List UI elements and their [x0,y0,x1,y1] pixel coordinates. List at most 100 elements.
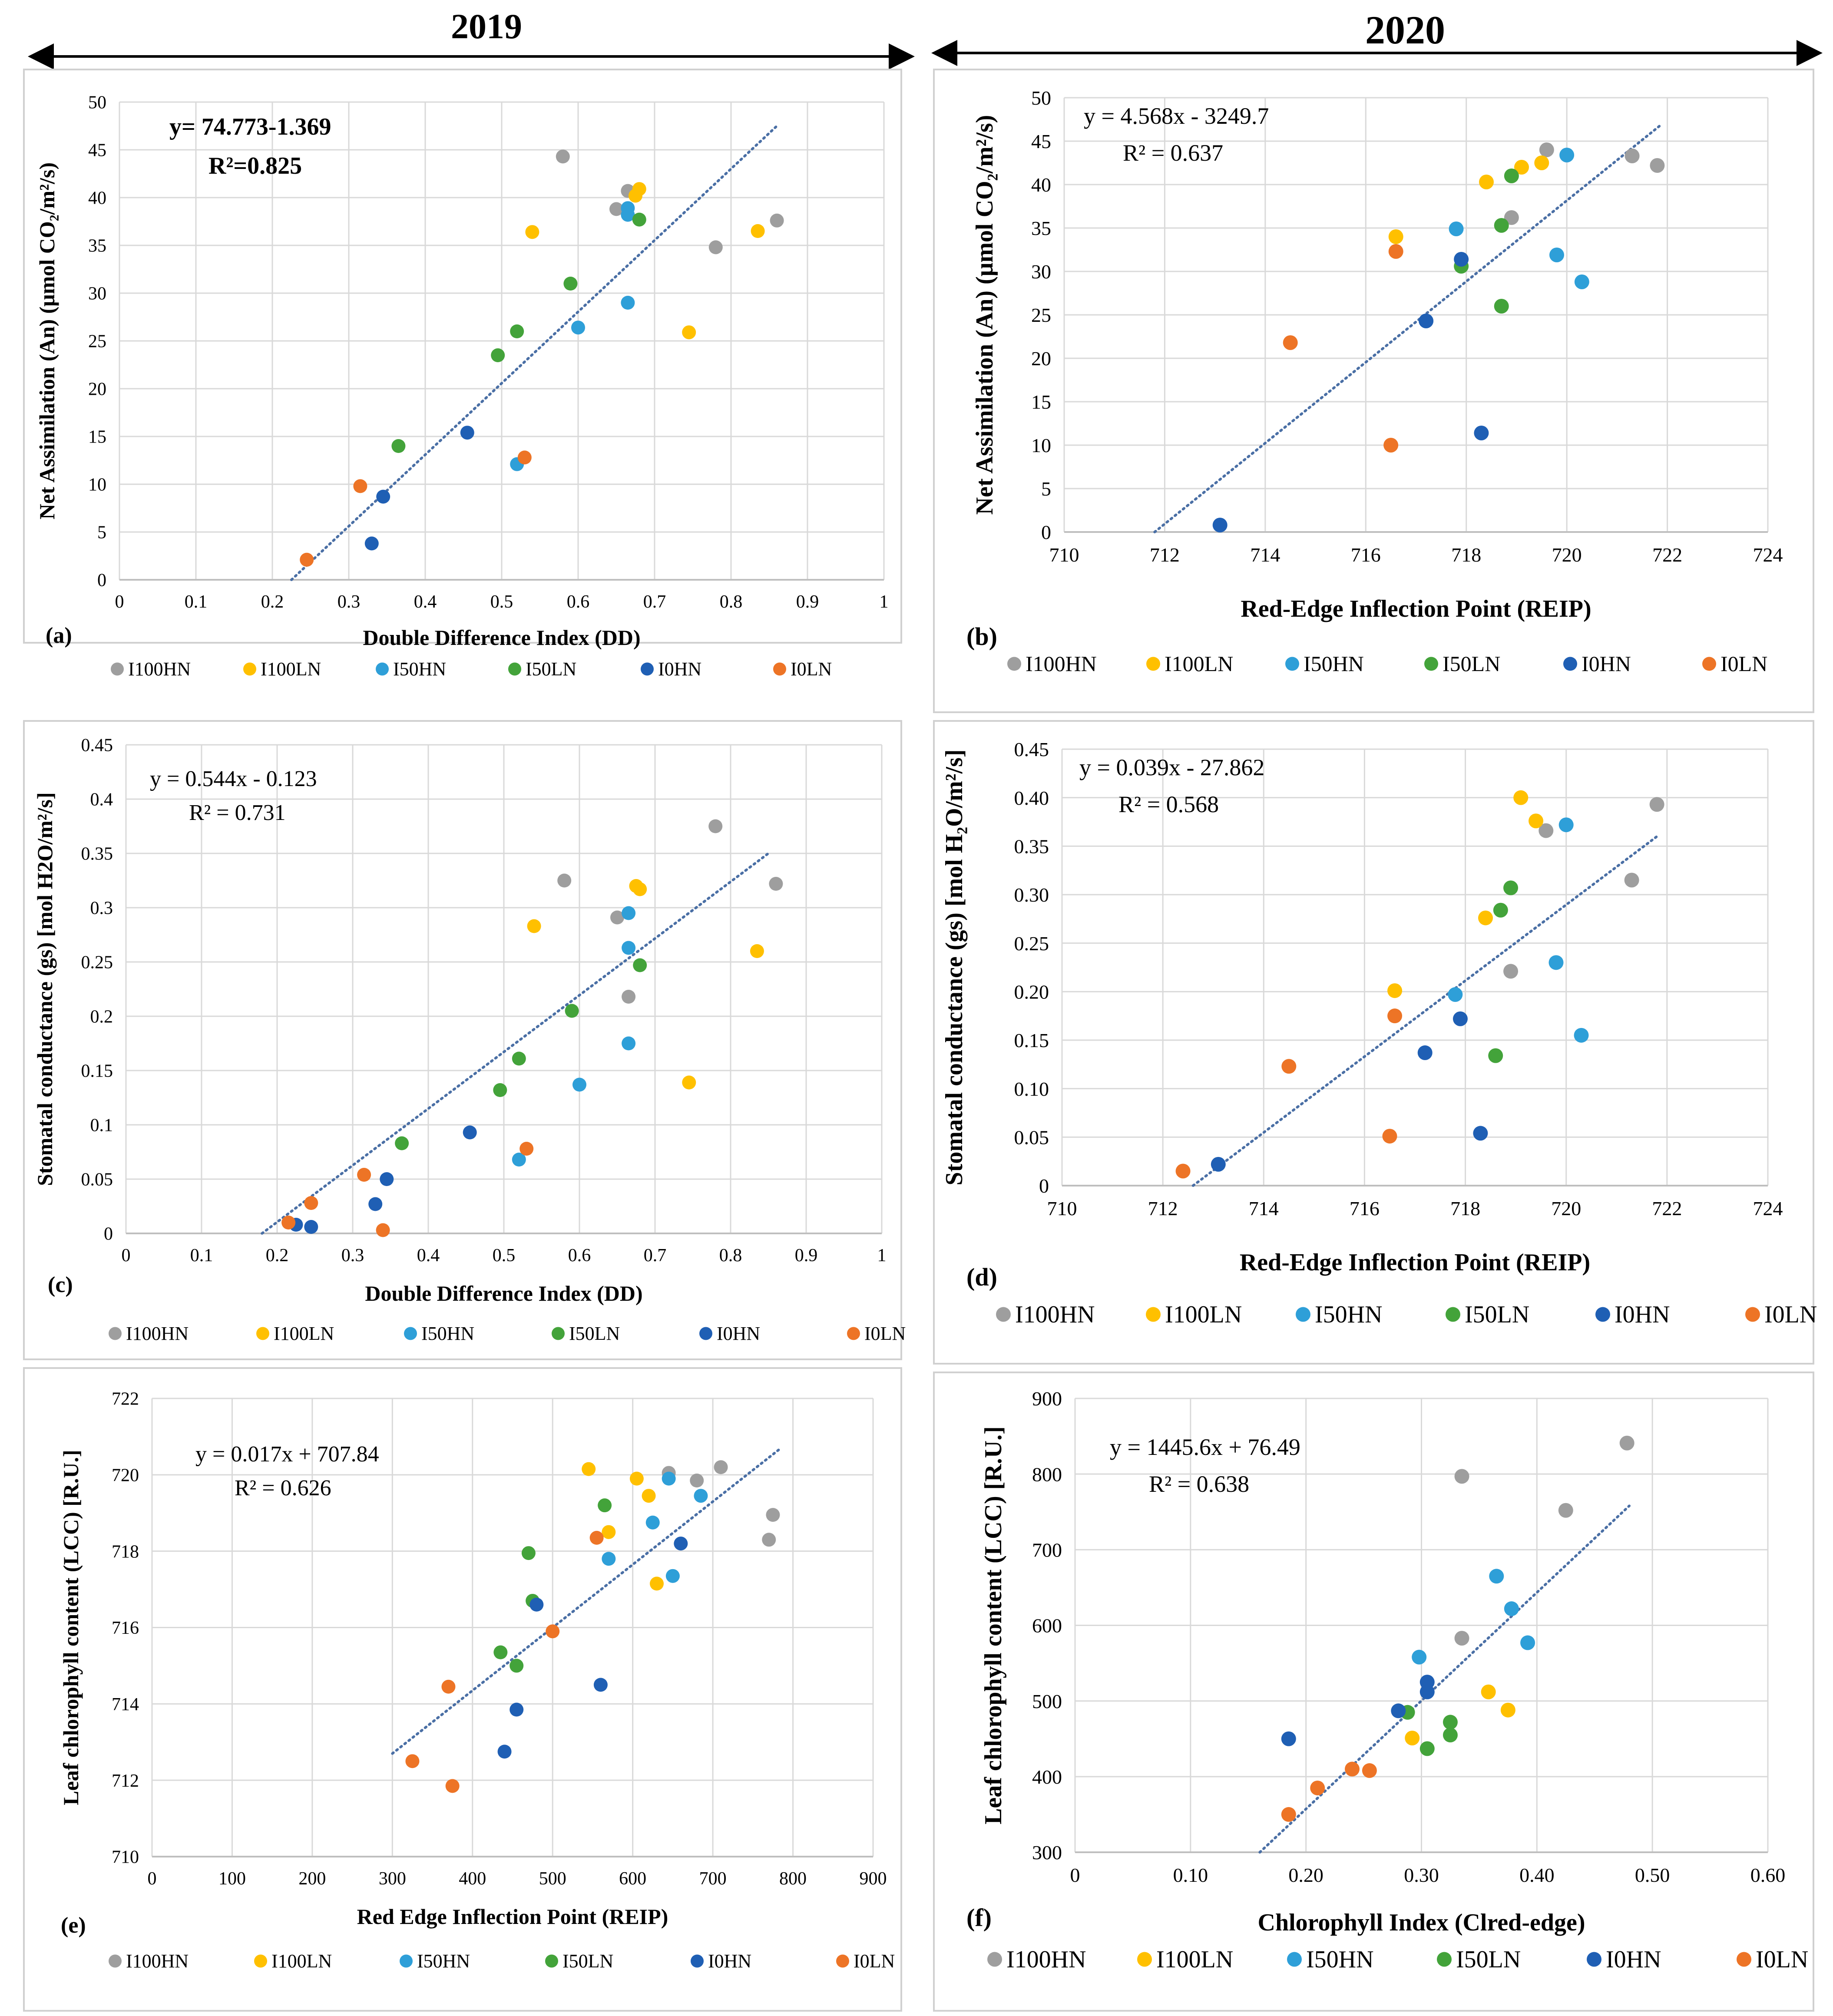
data-point-i50ln [510,1659,524,1673]
y-tick-label: 0.4 [90,790,113,810]
data-point-i50hn [1574,274,1589,289]
series-I0HN [1212,252,1489,532]
legend-marker-i0hn [1563,657,1577,671]
panel-tag: (b) [966,622,997,651]
y-tick-label: 300 [1032,1841,1062,1864]
legend-marker-i0hn [641,662,654,676]
data-point-i0hn [1391,1703,1406,1719]
data-point-i100hn [690,1474,704,1488]
x-tick-label: 0.60 [1750,1864,1786,1886]
chart-panel-d: 710 712 714 716 718 720 722 724 0 0.05 0.10 0.15 0.2… [933,720,1817,1365]
y-axis-title: Stomatal conductance (gs) [mol H2O/m²/s] [33,792,57,1186]
data-point-i0ln [1281,1807,1296,1822]
x-tick-label: 0.2 [266,1246,289,1266]
panel-tag: (e) [61,1913,86,1938]
legend-label: I100HN [126,1323,189,1344]
series-I0HN [1211,1011,1488,1172]
y-tick-label: 0.30 [1014,884,1049,906]
y-tick-label: 10 [1031,434,1051,456]
x-tick-label: 716 [1351,544,1381,566]
legend-marker-i0hn [691,1954,704,1968]
data-point-i100hn [1650,158,1665,173]
data-point-i0hn [1474,426,1489,440]
y-tick-label: 0.25 [1014,932,1049,955]
data-point-i50ln [598,1498,612,1513]
data-point-i100hn [1624,872,1639,888]
data-point-i50ln [1419,1741,1435,1756]
data-point-i0ln [405,1754,420,1768]
data-point-i50hn [662,1471,676,1486]
x-tick-label: 0.5 [490,592,513,612]
legend-label: I100LN [1156,1946,1233,1973]
x-tick-label: 0.4 [417,1246,440,1266]
data-point-i100hn [1619,1435,1634,1451]
data-point-i100ln [1513,790,1529,805]
x-tick-label: 722 [1652,544,1682,566]
data-point-i0hn [376,489,390,504]
data-point-i0hn [593,1678,608,1692]
legend-label: I50HN [393,658,446,680]
r-squared-label: R² = 0.638 [1149,1471,1249,1497]
data-point-i0ln [1310,1780,1325,1795]
series-I100HN [557,819,783,1004]
series-I0HN [289,1125,477,1234]
data-point-i50ln [491,348,505,362]
y-tick-label: 0.3 [90,899,113,919]
panel-tag: (f) [966,1904,992,1932]
series-I0LN [300,450,532,567]
legend-label: I0HN [1606,1946,1661,1973]
data-point-i100hn [610,910,624,925]
data-point-i50ln [1503,880,1519,896]
y-axis-title: Net Assimilation (An) (μmol CO₂/m²/s) [971,115,998,515]
data-point-i100hn [556,149,570,164]
trendline [1191,835,1658,1187]
x-tick-label: 0.50 [1635,1864,1670,1886]
data-point-i100ln [1529,813,1544,829]
y-tick-label: 15 [1031,391,1051,413]
series-I50HN [1449,148,1589,289]
trendline [1153,122,1664,533]
y-tick-label: 710 [112,1847,139,1867]
series-I100HN [556,149,784,254]
data-point-i0hn [364,536,379,551]
y-tick-label: 25 [1031,304,1051,326]
data-point-i50ln [493,1083,507,1097]
y-axis-title: Net Assimilation (An) (μmol CO₂/m²/s) [35,162,59,519]
legend-marker-i0ln [1702,657,1716,671]
year-label-2019: 2019 [451,7,522,46]
legend-marker-i100ln [243,662,256,676]
x-tick-label: 0.3 [337,592,361,612]
legend-marker-i0ln [773,662,786,676]
y-tick-label: 400 [1032,1766,1062,1788]
data-point-i50ln [391,439,406,453]
data-point-i100ln [525,225,539,239]
data-point-i50ln [493,1645,508,1659]
data-point-i100hn [708,240,723,254]
year-label-2020: 2020 [1365,8,1445,52]
data-point-i0hn [674,1537,688,1551]
data-point-i0ln [589,1530,604,1545]
y-tick-label: 5 [97,523,106,543]
y-tick-label: 20 [88,380,106,400]
y-tick-label: 30 [88,284,106,304]
series-I0LN [1283,244,1403,453]
legend-label: I50LN [1456,1946,1521,1973]
y-tick-label: 0.35 [81,844,113,864]
r-squared-label: R² = 0.637 [1123,140,1223,166]
x-tick-label: 0 [115,592,124,612]
legend: I100HN I100LN I50HN I50LN I0HN I0LN [996,1301,1817,1328]
series-I100HN [662,1460,780,1547]
x-tick-label: 0.5 [493,1246,516,1266]
data-point-i50hn [645,1515,660,1530]
data-point-i100hn [1504,210,1519,225]
legend-label: I0HN [708,1950,751,1972]
chart-panel-e: 0 100 200 300 400 500 600 700 800 900 710 712 714 716… [23,1367,902,2012]
legend-marker-i0hn [1595,1307,1610,1322]
y-tick-label: 0.25 [81,953,113,973]
panel-border [23,720,902,1360]
data-point-i50hn [1558,817,1574,833]
data-point-i100ln [1514,160,1529,175]
legend-marker-i100ln [1146,1307,1161,1322]
y-tick-label: 0.05 [1014,1126,1049,1148]
legend-label: I50HN [417,1950,470,1972]
